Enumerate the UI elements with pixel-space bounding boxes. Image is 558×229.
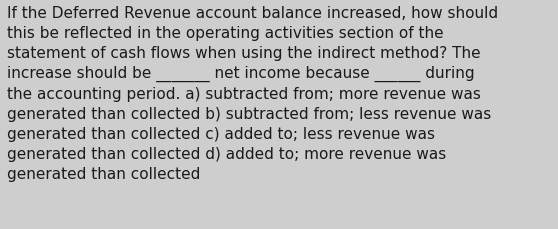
Text: If the Deferred Revenue account balance increased, how should
this be reflected : If the Deferred Revenue account balance … <box>7 6 498 181</box>
